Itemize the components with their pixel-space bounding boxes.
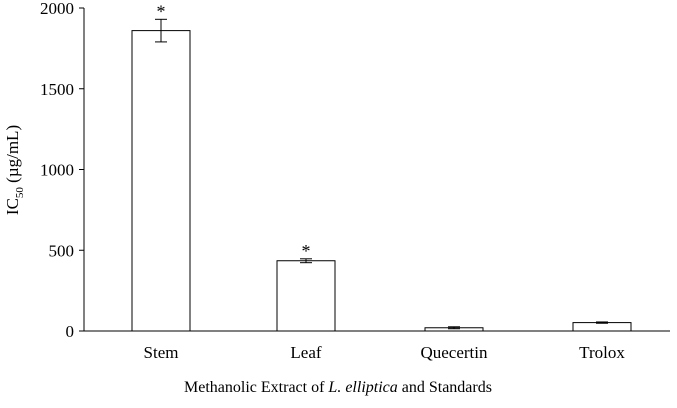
- y-axis-label: IC50 (µg/mL): [3, 125, 26, 215]
- x-tick-label-trolox: Trolox: [579, 343, 625, 362]
- y-ticks-layer: 0 500 1000 1500 2000: [40, 0, 84, 341]
- bars-layer: [131, 30, 632, 332]
- x-ticks-layer: Stem Leaf Quecertin Trolox: [144, 343, 626, 362]
- y-axis-label-subscript: 50: [14, 187, 26, 199]
- bar-stem: [131, 30, 191, 332]
- y-tick-label: 500: [49, 241, 75, 260]
- error-bars-layer: [155, 18, 608, 330]
- x-tick-label-quecertin: Quecertin: [420, 343, 488, 362]
- y-axis-label-suffix: (µg/mL): [3, 125, 22, 187]
- x-axis-label: Methanolic Extract of L. elliptica and S…: [184, 379, 492, 396]
- significance-marker-stem: *: [157, 1, 166, 21]
- x-axis-label-after: and Standards: [398, 379, 492, 396]
- x-tick-label-stem: Stem: [144, 343, 179, 362]
- x-tick-label-leaf: Leaf: [290, 343, 321, 362]
- bar-trolox: [572, 322, 632, 332]
- y-tick-label: 2000: [40, 0, 74, 18]
- y-tick-label: 0: [66, 322, 75, 341]
- bar-leaf: [276, 260, 336, 332]
- y-tick-label: 1500: [40, 80, 74, 99]
- y-axis-label-main: IC: [3, 198, 22, 215]
- significance-marker-leaf: *: [302, 241, 311, 261]
- x-axis-label-italic: L. elliptica: [327, 379, 397, 396]
- y-tick-label: 1000: [40, 161, 74, 180]
- annotations-layer: **: [157, 1, 311, 261]
- x-axis-label-before: Methanolic Extract of: [184, 379, 328, 396]
